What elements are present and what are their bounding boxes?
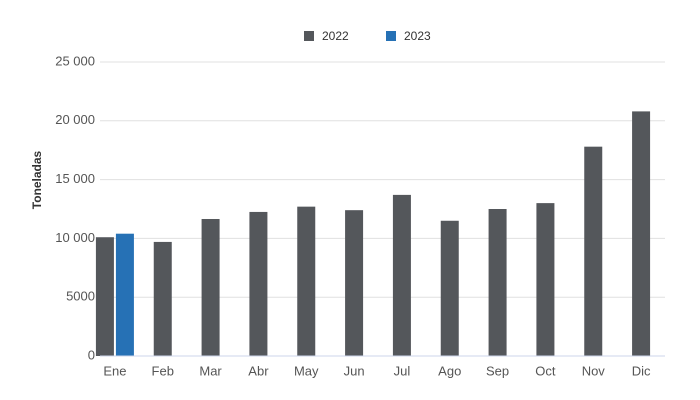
y-tick-label: 10 000 xyxy=(55,230,95,245)
y-tick-label: 0 xyxy=(88,347,95,362)
bar xyxy=(584,146,603,356)
bar xyxy=(153,241,172,356)
y-axis-title: Toneladas xyxy=(30,150,44,209)
bar xyxy=(488,209,507,356)
x-tick-label: Feb xyxy=(152,363,174,378)
x-tick-label: Mar xyxy=(199,363,222,378)
bar xyxy=(440,220,459,356)
x-tick-label: May xyxy=(294,363,319,378)
y-tick-label: 20 000 xyxy=(55,112,95,127)
x-tick-label: Nov xyxy=(582,363,606,378)
bar xyxy=(95,237,114,356)
y-tick-label: 25 000 xyxy=(55,53,95,68)
bar xyxy=(201,218,220,356)
legend-swatch xyxy=(304,31,314,41)
x-tick-label: Abr xyxy=(248,363,269,378)
x-tick-label: Ago xyxy=(438,363,461,378)
bar xyxy=(345,210,364,356)
bar xyxy=(536,203,555,356)
y-tick-label: 5000 xyxy=(66,289,95,304)
x-tick-label: Sep xyxy=(486,363,509,378)
x-tick-label: Jul xyxy=(394,363,411,378)
legend-label: 2023 xyxy=(404,29,431,43)
x-tick-label: Ene xyxy=(103,363,126,378)
bar xyxy=(297,206,316,356)
bar xyxy=(392,194,411,356)
bar xyxy=(249,211,268,356)
bar xyxy=(632,111,651,356)
x-tick-label: Oct xyxy=(535,363,556,378)
x-tick-label: Dic xyxy=(632,363,651,378)
y-tick-label: 15 000 xyxy=(55,171,95,186)
legend-label: 2022 xyxy=(322,29,349,43)
legend-swatch xyxy=(386,31,396,41)
x-tick-label: Jun xyxy=(344,363,365,378)
bar xyxy=(115,233,134,356)
